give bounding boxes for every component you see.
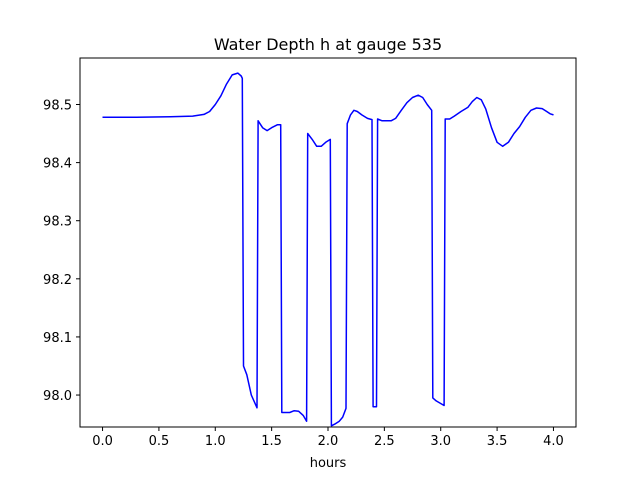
x-tick-label: 0.0 <box>92 434 113 449</box>
x-tick-label: 3.5 <box>487 434 508 449</box>
y-tick-label: 98.0 <box>43 389 72 404</box>
x-tick-label: 0.5 <box>149 434 170 449</box>
x-tick-label: 2.0 <box>318 434 339 449</box>
y-tick-label: 98.3 <box>43 215 72 230</box>
x-axis-label: hours <box>310 456 347 471</box>
x-tick-label: 2.5 <box>374 434 395 449</box>
y-axis: 98.0 98.1 98.2 98.3 98.4 98.5 <box>43 98 80 404</box>
y-tick-label: 98.5 <box>43 98 72 113</box>
x-tick-label: 3.0 <box>430 434 451 449</box>
x-tick-label: 1.5 <box>261 434 282 449</box>
x-tick-label: 4.0 <box>543 434 564 449</box>
series-layer <box>102 72 554 427</box>
x-axis: 0.0 0.5 1.0 1.5 2.0 2.5 3.0 3.5 4.0 <box>92 427 564 449</box>
y-tick-label: 98.1 <box>43 331 72 346</box>
x-tick-label: 1.0 <box>205 434 226 449</box>
series-line-0 <box>102 72 554 427</box>
y-tick-label: 98.4 <box>43 157 72 172</box>
y-tick-label: 98.2 <box>43 273 72 288</box>
chart-title: Water Depth h at gauge 535 <box>214 35 442 54</box>
